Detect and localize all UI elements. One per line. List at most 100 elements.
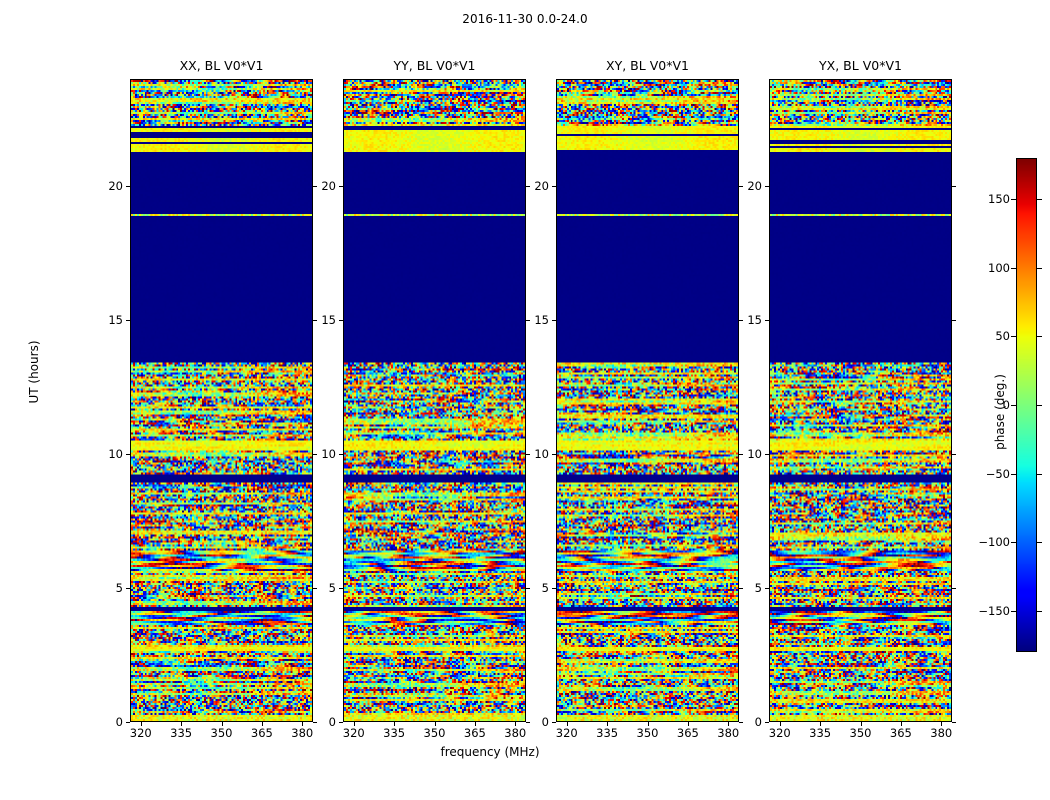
y-tick-mark xyxy=(339,722,343,723)
y-tick-label: 0 xyxy=(115,715,123,729)
x-tick-label: 365 xyxy=(676,726,699,740)
y-axis-label: UT (hours) xyxy=(27,340,41,404)
colorbar[interactable] xyxy=(1016,158,1037,652)
colorbar-tick-mark xyxy=(1011,610,1016,612)
y-tick-mark xyxy=(765,722,769,723)
y-tick-mark xyxy=(313,722,317,723)
x-tick-label: 365 xyxy=(463,726,486,740)
x-tick-label: 320 xyxy=(768,726,791,740)
x-tick-label: 350 xyxy=(636,726,659,740)
y-tick-mark xyxy=(526,588,530,590)
y-tick-mark xyxy=(552,320,556,322)
x-tick-label: 335 xyxy=(383,726,406,740)
y-tick-mark xyxy=(126,588,130,590)
colorbar-tick-mark xyxy=(1011,405,1016,406)
x-tick-mark xyxy=(515,722,517,726)
heatmap-image-yy xyxy=(344,80,525,721)
y-tick-label: 20 xyxy=(534,179,549,194)
colorbar-label: phase (deg.) xyxy=(993,374,1007,450)
y-tick-label: 20 xyxy=(321,179,336,194)
colorbar-tick-label: −50 xyxy=(985,466,1010,481)
y-tick-mark xyxy=(739,588,743,590)
colorbar-gradient xyxy=(1017,159,1036,651)
y-tick-label: 20 xyxy=(108,179,123,194)
x-tick-mark xyxy=(566,722,568,726)
y-tick-mark xyxy=(739,454,743,456)
y-tick-label: 5 xyxy=(328,581,336,596)
x-tick-label: 335 xyxy=(596,726,619,740)
y-tick-mark xyxy=(552,722,556,723)
x-tick-mark xyxy=(860,722,862,726)
heatmap-image-xx xyxy=(131,80,312,721)
x-tick-label: 335 xyxy=(170,726,193,740)
heatmap-panel-xx[interactable] xyxy=(130,79,313,722)
y-tick-mark xyxy=(313,320,317,322)
y-tick-mark xyxy=(952,588,956,590)
y-tick-label: 20 xyxy=(747,179,762,194)
y-tick-mark xyxy=(526,454,530,456)
y-tick-label: 0 xyxy=(541,715,549,729)
y-tick-mark xyxy=(552,186,556,188)
x-tick-mark xyxy=(607,722,609,726)
colorbar-tick-label: −150 xyxy=(978,603,1010,618)
y-tick-mark xyxy=(526,320,530,322)
y-tick-mark xyxy=(126,454,130,456)
x-axis-label: frequency (MHz) xyxy=(440,745,540,759)
x-tick-label: 380 xyxy=(291,726,314,740)
heatmap-image-yx xyxy=(770,80,951,721)
x-tick-label: 320 xyxy=(555,726,578,740)
y-tick-mark xyxy=(126,186,130,188)
y-tick-label: 15 xyxy=(747,313,762,328)
y-tick-label: 10 xyxy=(747,447,762,462)
x-tick-label: 365 xyxy=(250,726,273,740)
x-tick-mark xyxy=(353,722,355,726)
x-tick-mark xyxy=(140,722,142,726)
heatmap-panel-xy[interactable] xyxy=(556,79,739,722)
heatmap-panel-yx[interactable] xyxy=(769,79,952,722)
x-tick-mark xyxy=(820,722,822,726)
y-tick-mark xyxy=(765,588,769,590)
y-tick-mark xyxy=(952,320,956,322)
x-tick-label: 350 xyxy=(210,726,233,740)
colorbar-tick-label: −100 xyxy=(978,535,1010,550)
y-tick-label: 0 xyxy=(328,715,336,729)
colorbar-tick-mark xyxy=(1037,542,1042,544)
x-tick-label: 380 xyxy=(930,726,953,740)
y-tick-mark xyxy=(526,722,530,723)
y-tick-label: 15 xyxy=(108,313,123,328)
figure-suptitle: 2016-11-30 0.0-24.0 xyxy=(462,12,588,26)
panel-title-yx: YX, BL V0*V1 xyxy=(819,58,902,73)
x-tick-mark xyxy=(181,722,183,726)
y-tick-label: 5 xyxy=(541,581,549,596)
y-tick-mark xyxy=(126,320,130,322)
y-tick-label: 10 xyxy=(108,447,123,462)
y-tick-mark xyxy=(739,186,743,188)
colorbar-tick-mark xyxy=(1037,405,1042,406)
x-tick-label: 380 xyxy=(717,726,740,740)
y-tick-mark xyxy=(126,722,130,723)
colorbar-tick-label: 0 xyxy=(1002,398,1010,412)
y-tick-label: 10 xyxy=(534,447,549,462)
x-tick-mark xyxy=(900,722,902,726)
y-tick-mark xyxy=(339,186,343,188)
colorbar-tick-mark xyxy=(1011,199,1016,201)
x-tick-mark xyxy=(434,722,436,726)
x-tick-mark xyxy=(474,722,476,726)
y-tick-mark xyxy=(313,454,317,456)
y-tick-mark xyxy=(952,722,956,723)
x-tick-mark xyxy=(941,722,943,726)
y-tick-label: 5 xyxy=(115,581,123,596)
y-tick-mark xyxy=(339,588,343,590)
colorbar-tick-mark xyxy=(1037,199,1042,201)
y-tick-label: 15 xyxy=(534,313,549,328)
colorbar-tick-mark xyxy=(1037,336,1042,338)
panel-title-yy: YY, BL V0*V1 xyxy=(393,58,476,73)
heatmap-panel-yy[interactable] xyxy=(343,79,526,722)
x-tick-label: 350 xyxy=(849,726,872,740)
y-tick-label: 0 xyxy=(754,715,762,729)
x-tick-mark xyxy=(394,722,396,726)
y-tick-label: 15 xyxy=(321,313,336,328)
colorbar-tick-mark xyxy=(1037,610,1042,612)
colorbar-tick-mark xyxy=(1037,267,1042,269)
